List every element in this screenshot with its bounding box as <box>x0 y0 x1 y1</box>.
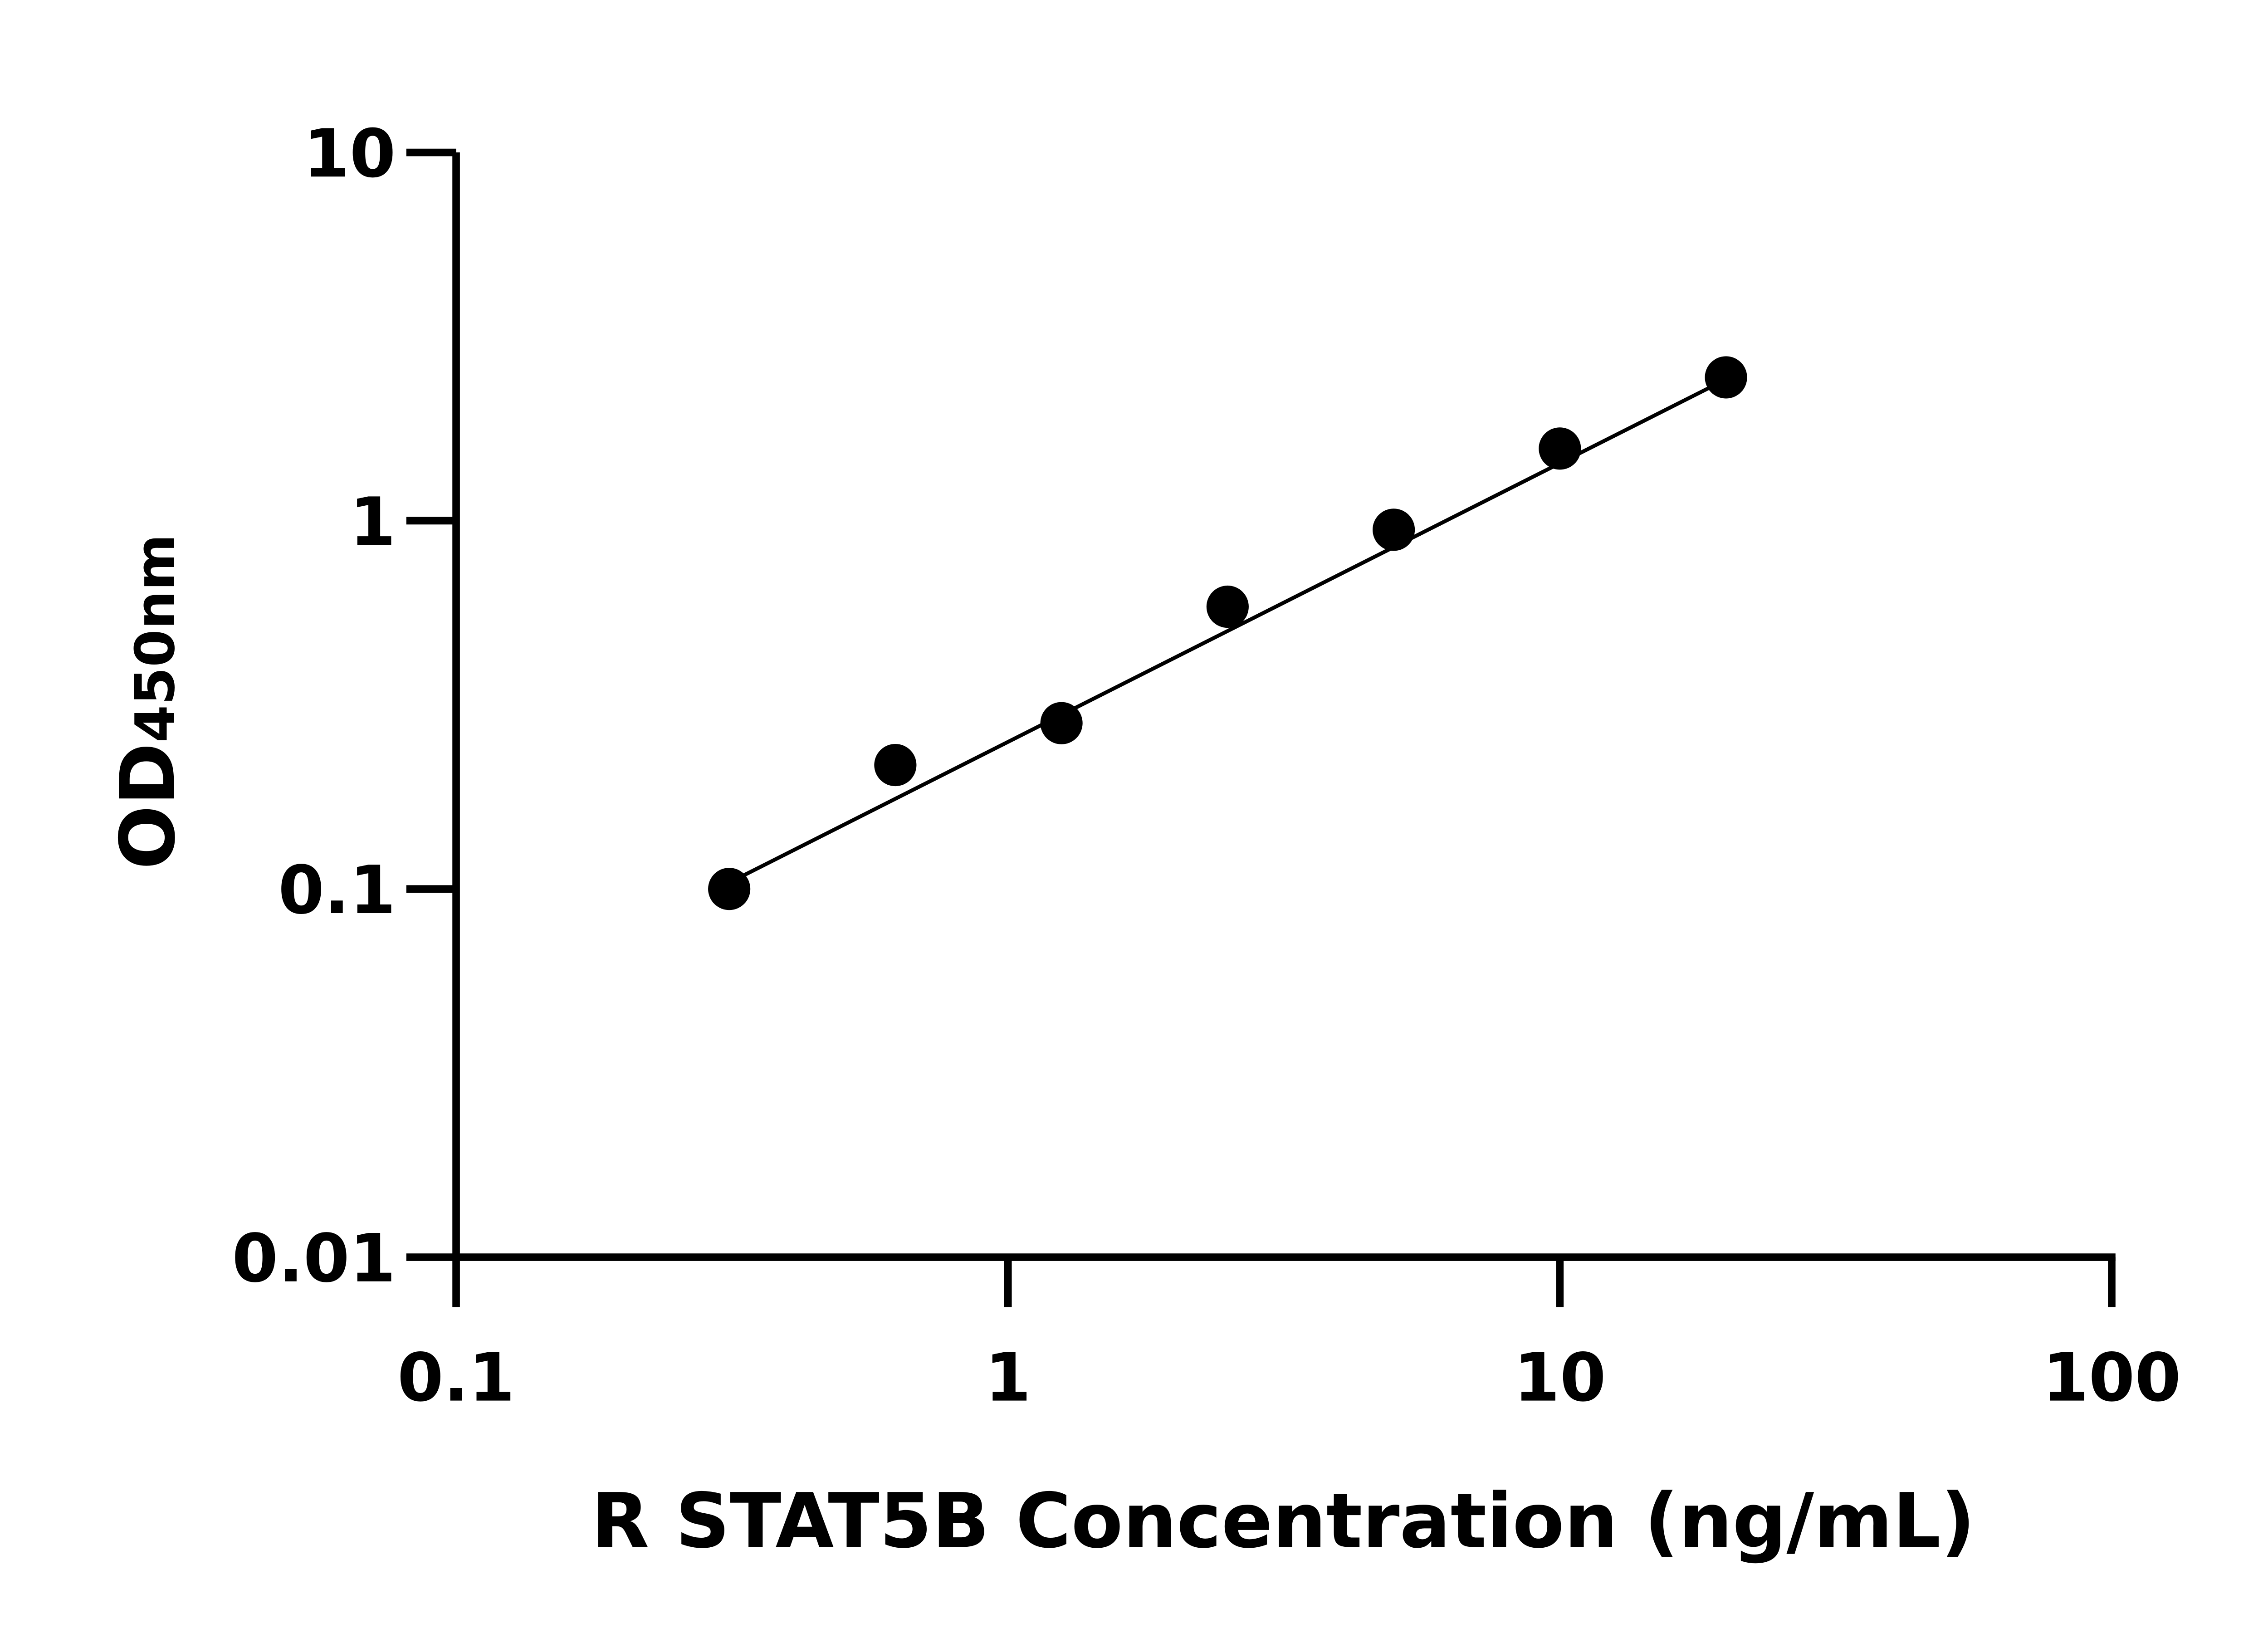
data-point <box>1705 356 1747 399</box>
x-axis-label: R STAT5B Concentration (ng/mL) <box>591 1477 1975 1565</box>
y-tick-label: 0.01 <box>232 1220 396 1297</box>
y-tick-label: 10 <box>303 115 396 192</box>
x-tick-label: 1 <box>985 1339 1031 1417</box>
data-point <box>708 868 751 910</box>
y-axis-label-main: OD <box>104 743 192 870</box>
x-tick-label: 0.1 <box>397 1339 515 1417</box>
data-point <box>1373 508 1415 551</box>
y-tick-label: 0.1 <box>278 851 396 929</box>
marks <box>708 356 1747 910</box>
x-tick-label: 10 <box>1514 1339 1606 1417</box>
data-point <box>1040 702 1083 744</box>
x-tick-label: 100 <box>2043 1339 2181 1417</box>
y-axis-label: OD450nm <box>104 534 192 870</box>
data-point <box>1539 427 1581 470</box>
y-axis-label-sub: 450nm <box>124 534 187 743</box>
data-point <box>874 743 917 787</box>
y-tick-label: 1 <box>350 483 396 561</box>
data-point <box>1206 585 1249 628</box>
